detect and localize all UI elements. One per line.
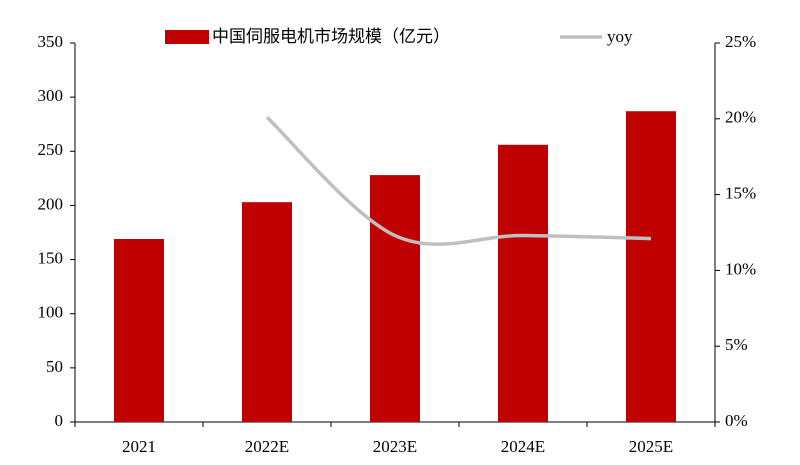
bar <box>498 144 548 422</box>
y-tick-label: 250 <box>38 140 64 159</box>
bar <box>626 111 676 422</box>
y2-tick-label: 25% <box>725 32 756 51</box>
x-tick-label: 2024E <box>501 437 545 456</box>
x-tick-label: 2022E <box>245 437 289 456</box>
line <box>265 115 652 246</box>
y-tick-label: 300 <box>38 86 64 105</box>
x-tick-label: 2025E <box>629 437 673 456</box>
legend-label: 中国伺服电机市场规模（亿元） <box>212 27 450 46</box>
y-tick-label: 350 <box>38 32 64 51</box>
y2-tick-label: 10% <box>725 259 756 278</box>
y2-tick-label: 5% <box>725 335 748 354</box>
x-tick-label: 2021 <box>122 437 156 456</box>
y-tick-label: 0 <box>55 411 64 430</box>
y-tick-label: 100 <box>38 303 64 322</box>
y-tick-label: 200 <box>38 194 64 213</box>
y2-tick-label: 20% <box>725 108 756 127</box>
x-tick-label: 2023E <box>373 437 417 456</box>
y2-tick-label: 0% <box>725 411 748 430</box>
bar <box>370 175 420 422</box>
legend-swatch <box>165 30 209 44</box>
y-tick-label: 50 <box>46 357 63 376</box>
y2-tick-label: 15% <box>725 184 756 203</box>
legend-label: yoy <box>607 27 633 46</box>
bar <box>114 238 164 422</box>
bar <box>242 202 292 422</box>
y-tick-label: 150 <box>38 248 64 267</box>
